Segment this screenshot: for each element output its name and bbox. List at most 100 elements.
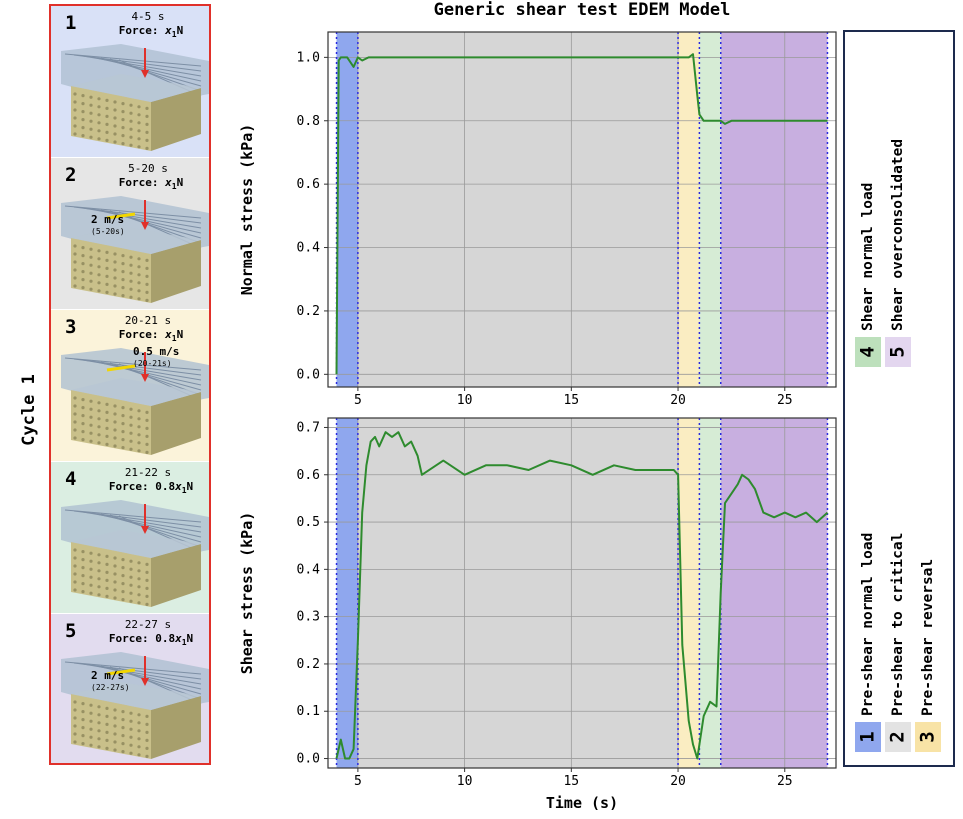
velocity-arrow bbox=[106, 212, 136, 220]
particle bbox=[81, 718, 85, 722]
y-axis-label: Shear stress (kPa) bbox=[238, 512, 256, 675]
particle bbox=[73, 724, 77, 728]
particle bbox=[145, 722, 149, 726]
particle bbox=[137, 753, 141, 757]
force-unit: N bbox=[186, 632, 194, 645]
particle bbox=[145, 146, 149, 150]
particle bbox=[113, 556, 117, 560]
particle bbox=[89, 423, 93, 427]
y-tick-label: 0.2 bbox=[297, 304, 320, 319]
particle bbox=[73, 100, 77, 104]
particle bbox=[97, 585, 101, 589]
particle bbox=[121, 102, 125, 106]
force-variable: x bbox=[165, 24, 172, 37]
sample-top-face bbox=[71, 530, 201, 558]
particle bbox=[73, 548, 77, 552]
shear-box-illustration bbox=[61, 652, 209, 759]
particle bbox=[73, 108, 77, 112]
y-tick-label: 1.0 bbox=[297, 50, 320, 65]
particle bbox=[81, 118, 85, 122]
particle bbox=[81, 582, 85, 586]
particle bbox=[137, 737, 141, 741]
particle bbox=[121, 750, 125, 754]
particle bbox=[145, 738, 149, 742]
particle bbox=[73, 588, 77, 592]
particle bbox=[145, 106, 149, 110]
particle bbox=[73, 260, 77, 264]
force-variable: x bbox=[175, 480, 182, 493]
particle bbox=[113, 260, 117, 264]
stage-force: Force: 0.8x1N bbox=[95, 480, 207, 495]
stage-number: 5 bbox=[65, 620, 77, 642]
particle bbox=[113, 292, 117, 296]
particle bbox=[129, 103, 133, 107]
phase-region bbox=[357, 32, 679, 387]
particle bbox=[105, 410, 109, 414]
particle bbox=[121, 574, 125, 578]
particle bbox=[137, 713, 141, 717]
stage-3: 3 20-21 s Force: x1N 0.5 m/s (20-21s) bbox=[51, 310, 209, 461]
particle bbox=[81, 110, 85, 114]
particle bbox=[89, 567, 93, 571]
particle bbox=[81, 246, 85, 250]
particle bbox=[129, 447, 133, 451]
particle bbox=[105, 282, 109, 286]
particle bbox=[137, 425, 141, 429]
stage-panel: 1 4-5 s Force: x1N 2 5-20 s Force: x1N 2 m/s (5… bbox=[49, 4, 211, 765]
slab-groove bbox=[100, 361, 202, 391]
particle bbox=[145, 114, 149, 118]
force-unit: N bbox=[176, 176, 184, 189]
particle bbox=[129, 111, 133, 115]
legend-label-box: Pre-shear normal load bbox=[855, 472, 881, 716]
stage-speed: 2 m/s (5-20s) bbox=[91, 214, 125, 237]
particle bbox=[145, 130, 149, 134]
data-line bbox=[335, 53, 828, 375]
particle bbox=[97, 265, 101, 269]
particle bbox=[73, 572, 77, 576]
particle bbox=[73, 132, 77, 136]
particle bbox=[129, 735, 133, 739]
particle bbox=[89, 439, 93, 443]
particle bbox=[145, 426, 149, 430]
particle bbox=[81, 286, 85, 290]
sample-top-face bbox=[71, 226, 201, 254]
particle bbox=[89, 551, 93, 555]
stage-time: 21-22 s bbox=[124, 466, 172, 479]
force-subscript: 1 bbox=[181, 486, 187, 496]
stage-2: 2 5-20 s Force: x1N 2 m/s (5-20s) bbox=[51, 158, 209, 309]
particle bbox=[113, 708, 117, 712]
particle bbox=[105, 746, 109, 750]
particle bbox=[113, 268, 117, 272]
slab-groove bbox=[64, 509, 202, 523]
particle bbox=[89, 735, 93, 739]
particle bbox=[129, 719, 133, 723]
particle bbox=[97, 713, 101, 717]
x-tick-label: 10 bbox=[457, 774, 473, 789]
force-variable: x bbox=[165, 176, 172, 189]
particle bbox=[129, 559, 133, 563]
particle bbox=[73, 740, 77, 744]
particle bbox=[113, 564, 117, 568]
particle bbox=[121, 110, 125, 114]
particle bbox=[129, 143, 133, 147]
particle bbox=[145, 586, 149, 590]
particle bbox=[105, 578, 109, 582]
particle bbox=[97, 577, 101, 581]
particle bbox=[105, 594, 109, 598]
legend-number: 5 bbox=[886, 346, 909, 358]
particle bbox=[89, 279, 93, 283]
particle bbox=[145, 730, 149, 734]
sample-top-face bbox=[71, 378, 201, 406]
force-prefix: Force: bbox=[118, 176, 166, 189]
particle bbox=[113, 572, 117, 576]
normal-stress-chart: 5 10 15 20 25 0.0 0.2 0.4 0.6 0.8 1.0 Normal stress… bbox=[238, 31, 837, 408]
particle bbox=[121, 414, 125, 418]
stage-force: Force: 0.8x1N bbox=[95, 632, 207, 647]
stage-speed: 2 m/s (22-27s) bbox=[91, 670, 130, 693]
phase-region bbox=[720, 418, 828, 768]
stage-force: Force: x1N bbox=[95, 328, 207, 343]
particle bbox=[129, 431, 133, 435]
particle bbox=[81, 262, 85, 266]
plot-frame bbox=[327, 31, 837, 388]
particle bbox=[113, 588, 117, 592]
